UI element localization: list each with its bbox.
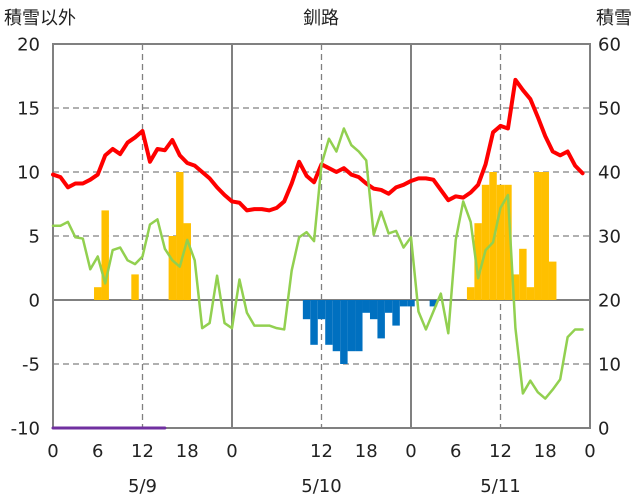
x-tick-label: 18 [176, 441, 199, 462]
bars [94, 172, 557, 364]
bar [377, 300, 385, 339]
bar [407, 300, 415, 307]
left-axis-label: 積雪以外 [4, 8, 76, 29]
bar [131, 274, 139, 300]
x-tick-label: 6 [450, 441, 461, 462]
chart-title: 釧路 [303, 8, 339, 29]
x-tick-label: 0 [584, 441, 595, 462]
x-tick-label: 0 [405, 441, 416, 462]
bar [332, 300, 341, 352]
right-tick-label: 20 [598, 291, 621, 312]
left-tick-label: 10 [17, 163, 40, 184]
bar [429, 300, 438, 307]
x-tick-label: 18 [355, 441, 378, 462]
bar [489, 172, 497, 300]
right-tick-label: 0 [598, 419, 609, 440]
left-tick-label: -10 [11, 419, 40, 440]
date-label: 5/9 [128, 476, 157, 497]
series-lines [51, 77, 585, 430]
left-tick-label: 0 [29, 291, 40, 312]
bar [302, 300, 311, 320]
x-tick-label: 0 [226, 441, 237, 462]
bar [481, 184, 490, 300]
bar [183, 223, 191, 300]
bar [94, 287, 102, 300]
bar [534, 172, 542, 300]
plot-frame [52, 43, 591, 429]
x-axis-tick-labels: 0 6 12 18 0 12 18 0 6 12 18 0 [47, 441, 595, 462]
x-tick-label: 0 [47, 441, 58, 462]
bar [399, 300, 408, 307]
left-axis-tick-labels: 20 15 10 5 0 -5 -10 [11, 35, 40, 440]
left-tick-label: 5 [29, 227, 40, 248]
bar [384, 300, 393, 313]
bar [325, 300, 333, 345]
bar [355, 300, 363, 352]
plot-border [52, 43, 591, 429]
bar [347, 300, 356, 352]
left-tick-label: -5 [22, 355, 40, 376]
x-tick-label: 6 [92, 441, 103, 462]
bar [392, 300, 400, 326]
bar [466, 287, 475, 300]
right-tick-label: 60 [598, 35, 621, 56]
bar [526, 287, 535, 300]
bar [340, 300, 348, 364]
bar [496, 184, 505, 300]
right-tick-label: 50 [598, 99, 621, 120]
left-tick-label: 20 [17, 35, 40, 56]
x-tick-label: 12 [489, 441, 512, 462]
bar [176, 172, 184, 300]
x-tick-label: 18 [534, 441, 557, 462]
series-line [51, 127, 584, 400]
series-line [51, 77, 585, 213]
right-axis-tick-labels: 60 50 40 30 20 10 0 [598, 35, 621, 440]
bar [369, 300, 378, 320]
x-tick-label: 12 [131, 441, 154, 462]
x-tick-label: 12 [310, 441, 333, 462]
bar [474, 223, 482, 300]
bar [168, 236, 177, 300]
right-tick-label: 10 [598, 355, 621, 376]
date-label: 5/11 [480, 476, 520, 497]
right-axis-label: 積雪 [596, 8, 632, 29]
bar [317, 300, 326, 320]
bar [548, 261, 557, 300]
bar [519, 248, 527, 300]
right-tick-label: 40 [598, 163, 621, 184]
bar [362, 300, 370, 313]
bar [310, 300, 318, 345]
bar [541, 172, 549, 300]
bar [101, 210, 109, 300]
right-tick-label: 30 [598, 227, 621, 248]
left-tick-label: 15 [17, 99, 40, 120]
date-label: 5/10 [301, 476, 341, 497]
bar [511, 274, 520, 300]
bar [504, 184, 512, 300]
date-labels: 5/9 5/10 5/11 [128, 476, 521, 497]
